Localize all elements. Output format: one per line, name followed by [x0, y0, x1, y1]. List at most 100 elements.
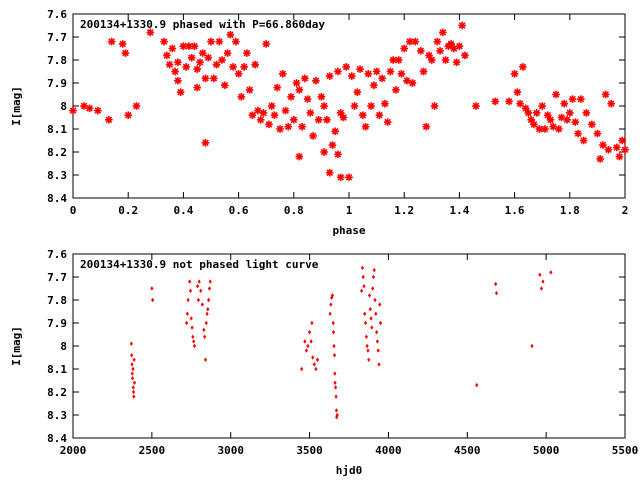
- data-point: [378, 320, 383, 326]
- data-point: [171, 67, 179, 76]
- data-point: [165, 60, 174, 69]
- data-point: [186, 297, 190, 303]
- data-point: [130, 353, 134, 358]
- data-point: [588, 120, 596, 129]
- data-point: [601, 90, 610, 99]
- data-point: [422, 122, 431, 131]
- x-tick-label: 2: [622, 204, 629, 217]
- data-point: [361, 274, 365, 280]
- data-point: [131, 366, 135, 372]
- data-point: [367, 102, 375, 110]
- data-point: [394, 56, 403, 64]
- data-point: [328, 141, 337, 149]
- data-point: [450, 44, 458, 53]
- data-point: [198, 49, 207, 57]
- data-point: [310, 320, 314, 326]
- data-point: [132, 394, 136, 399]
- data-point: [118, 40, 127, 48]
- chart-title: 200134+1330.9 phased with P=66.860day: [80, 18, 325, 31]
- data-point: [383, 118, 392, 126]
- data-point: [345, 173, 353, 182]
- y-tick-label: 8: [60, 340, 67, 353]
- data-point: [612, 143, 621, 152]
- data-point: [223, 49, 232, 57]
- data-point: [245, 86, 254, 94]
- x-tick-label: 0.4: [173, 204, 193, 217]
- data-point: [187, 53, 196, 62]
- data-point: [378, 302, 382, 307]
- data-point: [243, 49, 251, 57]
- data-point: [375, 339, 379, 344]
- data-point: [317, 93, 326, 101]
- data-point: [356, 65, 364, 73]
- data-point: [530, 343, 534, 349]
- y-tick-label: 8.3: [47, 409, 67, 422]
- data-point: [254, 106, 262, 115]
- data-point: [262, 40, 271, 48]
- data-point: [381, 99, 389, 108]
- y-axis: 7.6 7.7 7.8 7.9 8 8.1 8.2 8.3 8.4: [47, 8, 625, 205]
- data-point: [552, 90, 560, 99]
- data-point: [325, 168, 334, 177]
- data-point: [532, 109, 541, 117]
- data-point: [320, 102, 328, 110]
- chart-title: 200134+1330.9 not phased light curve: [80, 258, 319, 271]
- data-point: [366, 348, 370, 353]
- data-point: [201, 139, 210, 147]
- data-point: [539, 286, 544, 291]
- data-point: [397, 70, 406, 78]
- data-point: [571, 118, 580, 126]
- data-point: [519, 63, 527, 71]
- x-axis-label: phase: [332, 224, 365, 237]
- y-axis: 7.6 7.7 7.8 7.9 8 8.1 8.2 8.3 8.4: [47, 248, 625, 445]
- y-axis-label: I[mag]: [10, 86, 23, 126]
- y-tick-label: 8.4: [47, 432, 67, 445]
- data-point: [378, 74, 386, 83]
- data-point: [237, 93, 246, 101]
- data-point: [320, 148, 328, 156]
- data-point: [207, 297, 211, 303]
- data-point: [329, 302, 333, 307]
- y-tick-label: 8.1: [47, 123, 67, 136]
- data-point: [530, 120, 538, 129]
- data-point: [188, 288, 193, 293]
- data-point: [289, 116, 298, 124]
- y-tick-label: 7.9: [47, 317, 67, 330]
- data-point: [163, 51, 171, 60]
- data-point: [200, 302, 204, 307]
- data-point: [411, 37, 420, 46]
- data-point: [192, 339, 196, 344]
- data-point: [331, 127, 340, 136]
- data-point: [131, 389, 136, 395]
- x-tick-label: 2000: [60, 444, 87, 457]
- x-tick-label: 0: [70, 204, 77, 217]
- data-point: [314, 116, 323, 124]
- data-point: [361, 122, 370, 131]
- chart-not-phased: 2000 2500 3000 3500 4000 4500 5000 5500 7.67.77…: [10, 248, 638, 477]
- data-point: [541, 125, 549, 133]
- data-point: [221, 81, 229, 90]
- data-point: [538, 272, 542, 277]
- x-tick-label: 4500: [454, 444, 481, 457]
- data-point: [292, 79, 301, 87]
- data-point: [362, 284, 366, 289]
- data-point: [311, 355, 315, 360]
- x-tick-label: 0.6: [229, 204, 249, 217]
- data-point: [130, 362, 134, 367]
- data-point: [358, 111, 367, 119]
- data-point: [306, 343, 310, 349]
- data-point: [189, 316, 193, 321]
- data-point: [306, 109, 315, 117]
- data-point: [335, 415, 339, 420]
- x-tick-label: 1.4: [449, 204, 469, 217]
- data-point: [132, 380, 137, 385]
- y-tick-label: 7.6: [47, 8, 67, 21]
- data-point: [309, 132, 317, 140]
- data-point: [203, 357, 208, 362]
- y-tick-label: 7.7: [47, 271, 67, 284]
- data-point: [193, 83, 201, 92]
- data-point: [284, 122, 293, 131]
- data-point: [607, 99, 616, 108]
- data-point: [335, 412, 339, 418]
- x-tick-label: 2500: [139, 444, 166, 457]
